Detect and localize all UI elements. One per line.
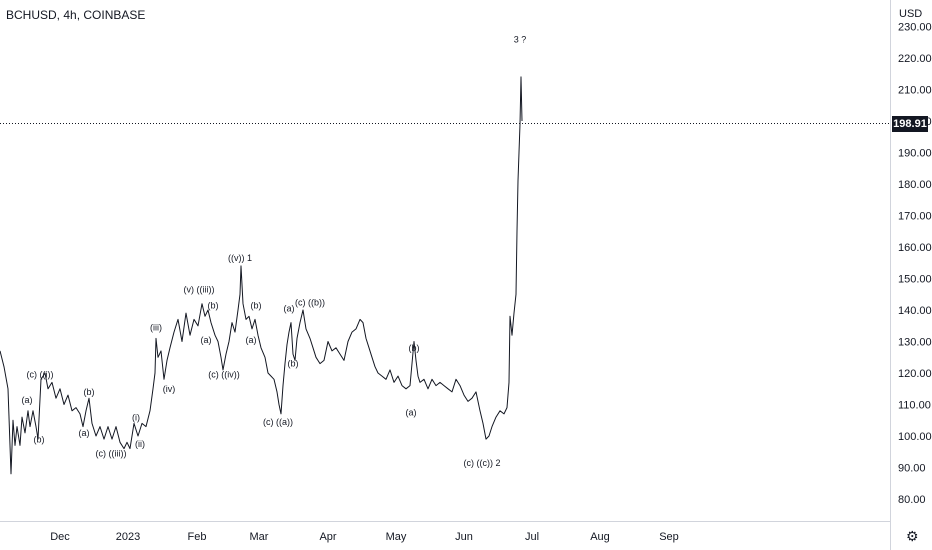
wave-label: (c) ((c)) 2 — [464, 458, 501, 468]
wave-label: (b) — [251, 300, 262, 310]
price-tick-label: 140.00 — [898, 305, 932, 317]
time-tick-label: Mar — [250, 531, 269, 543]
wave-label: (a) — [246, 335, 257, 345]
price-tick-label: 130.00 — [898, 337, 932, 349]
time-tick-label: 2023 — [116, 531, 140, 543]
time-tick-label: Aug — [590, 531, 610, 543]
time-tick-label: Feb — [188, 531, 207, 543]
wave-label: (b) — [208, 300, 219, 310]
price-tick-label: 80.00 — [898, 494, 926, 506]
price-line — [0, 76, 523, 475]
price-tick-label: 210.00 — [898, 85, 932, 97]
wave-label: (c) ((a)) — [263, 417, 293, 427]
wave-label: (c) ((iii)) — [96, 448, 127, 458]
wave-label: (a) — [79, 428, 90, 438]
price-tick-label: 170.00 — [898, 211, 932, 223]
last-price-badge: 198.91 — [892, 116, 928, 132]
price-tick-label: 90.00 — [898, 463, 926, 475]
time-tick-label: Dec — [50, 531, 70, 543]
wave-label: (b) — [409, 343, 420, 353]
wave-label: (b) — [34, 434, 45, 444]
wave-label: (c) ((iv)) — [208, 370, 239, 380]
price-axis[interactable]: 230.00220.00210.00200.00190.00180.00170.… — [898, 22, 932, 507]
price-tick-label: 120.00 — [898, 368, 932, 380]
wave-label: (c) ((b)) — [295, 297, 325, 307]
wave-label: (i) — [132, 412, 140, 422]
wave-labels: (c) ((i)) (a) (b) (b) (a) (c) ((iii)) (i) (ii) (… — [22, 34, 527, 468]
wave-label: (b) — [288, 359, 299, 369]
price-tick-label: 190.00 — [898, 148, 932, 160]
price-tick-label: 230.00 — [898, 22, 932, 34]
price-series — [0, 76, 523, 475]
symbol-title: BCHUSD, 4h, COINBASE — [6, 8, 146, 22]
gear-icon[interactable]: ⚙ — [906, 528, 919, 544]
wave-label: ((v)) 1 — [228, 253, 252, 263]
time-tick-label: Apr — [319, 531, 336, 543]
price-tick-label: 220.00 — [898, 53, 932, 65]
wave-label: (a) — [201, 335, 212, 345]
currency-label: USD — [899, 8, 923, 20]
price-tick-label: 180.00 — [898, 179, 932, 191]
price-tick-label: 160.00 — [898, 242, 932, 254]
price-tick-label: 100.00 — [898, 431, 932, 443]
wave-label: (a) — [284, 304, 295, 314]
time-tick-label: Sep — [659, 531, 679, 543]
wave-label: 3 ? — [514, 34, 527, 44]
wave-label: (a) — [406, 408, 417, 418]
price-tick-label: 110.00 — [898, 400, 931, 412]
wave-label: (a) — [22, 395, 33, 405]
time-tick-label: May — [386, 531, 407, 543]
wave-label: (iv) — [163, 384, 176, 394]
wave-label: (ii) — [135, 439, 145, 449]
wave-label: (iii) — [150, 322, 162, 332]
time-tick-label: Jun — [455, 531, 473, 543]
time-tick-label: Jul — [525, 531, 539, 543]
wave-label: (c) ((i)) — [27, 370, 54, 380]
wave-label: (v) ((iii)) — [184, 285, 215, 295]
price-tick-label: 150.00 — [898, 274, 932, 286]
wave-label: (b) — [84, 387, 95, 397]
time-axis[interactable]: Dec 2023 Feb Mar Apr May Jun Jul Aug Sep — [50, 531, 679, 543]
